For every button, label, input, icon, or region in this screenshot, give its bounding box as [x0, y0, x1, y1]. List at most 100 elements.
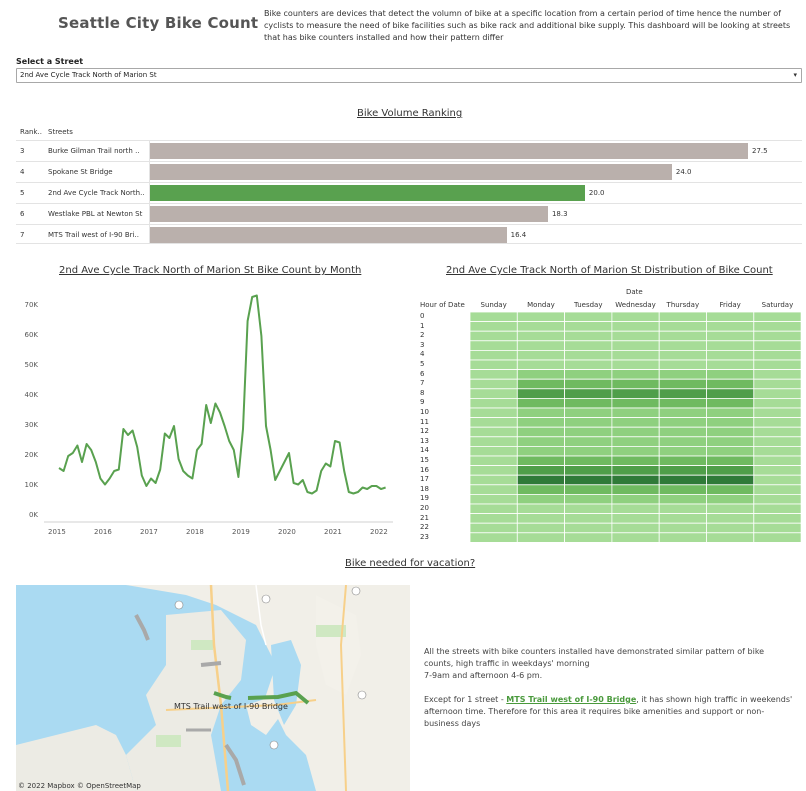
rank-value: 7	[20, 231, 25, 239]
heatmap-day-label: Tuesday	[574, 301, 603, 309]
heatmap-hour-label: 9	[420, 398, 425, 407]
x-tick-label: 2020	[278, 528, 296, 536]
rank-value: 3	[20, 147, 25, 155]
heatmap-row-header: Hour of Date	[420, 301, 465, 309]
map-graphic[interactable]	[16, 585, 410, 791]
x-tick-label: 2019	[232, 528, 250, 536]
volume-value: 24.0	[675, 168, 692, 176]
volume-value: 27.5	[752, 147, 768, 155]
x-tick-label: 2022	[370, 528, 388, 536]
volume-bar[interactable]	[150, 227, 507, 243]
y-tick-label: 40K	[24, 391, 39, 399]
volume-bar[interactable]	[150, 143, 748, 159]
y-tick-label: 10K	[24, 481, 39, 489]
heatmap-day-label: Sunday	[480, 301, 507, 309]
y-tick-label: 30K	[24, 421, 39, 429]
volume-value: 16.4	[510, 231, 527, 239]
street-name: Burke Gilman Trail north ..	[48, 147, 140, 155]
heatmap-day-label: Saturday	[761, 301, 794, 309]
street-name: Westlake PBL at Newton St	[48, 210, 143, 218]
ranking-row[interactable]: 3 Burke Gilman Trail north .. 27.5	[16, 140, 802, 161]
ranking-row[interactable]: 6 Westlake PBL at Newton St 18.3	[16, 203, 802, 224]
street-select[interactable]: 2nd Ave Cycle Track North of Marion St ▾	[16, 68, 802, 83]
heatmap-hour-label: 1	[420, 321, 425, 330]
volume-value: 20.0	[588, 189, 605, 197]
page-description: Bike counters are devices that detect th…	[264, 9, 791, 42]
heatmap-hour-label: 0	[420, 312, 425, 320]
heatmap-day-label: Friday	[719, 301, 741, 309]
note-text-1: All the streets with bike counters insta…	[424, 647, 765, 668]
y-tick-label: 20K	[24, 451, 39, 459]
heatmap-hour-label: 7	[420, 379, 425, 388]
ranking-bottom-rule	[16, 243, 802, 244]
heatmap-hour-label: 8	[420, 388, 425, 397]
volume-bar[interactable]	[150, 185, 585, 201]
ranking-divider	[149, 140, 150, 244]
heatmap-hour-label: 11	[420, 417, 429, 426]
street-name: 2nd Ave Cycle Track North..	[48, 189, 145, 197]
note-text-2-post: , it has shown high traffic in weekends'…	[424, 695, 793, 728]
heatmap-hour-label: 4	[420, 350, 425, 359]
street-filter-label: Select a Street	[16, 57, 84, 66]
rank-value: 4	[20, 168, 25, 176]
page-title: Seattle City Bike Count	[58, 14, 259, 32]
x-tick-label: 2016	[94, 528, 112, 536]
heatmap-date-label: Date	[626, 288, 643, 296]
heatmap-hour-label: 20	[420, 504, 429, 512]
vacation-title: Bike needed for vacation?	[345, 558, 476, 569]
street-name: MTS Trail west of I-90 Bri..	[48, 231, 139, 239]
x-tick-label: 2017	[140, 528, 158, 536]
rank-column-header[interactable]: Rank..	[20, 128, 42, 136]
note-text-2-pre: Except for 1 street -	[424, 695, 507, 704]
heatmap-hour-label: 18	[420, 484, 429, 493]
y-tick-label: 0K	[28, 511, 38, 519]
heatmap-hour-label: 22	[420, 523, 429, 532]
volume-bar[interactable]	[150, 164, 672, 180]
heatmap-hour-label: 15	[420, 456, 429, 464]
x-tick-label: 2021	[324, 528, 342, 536]
note-text-1b: 7-9am and afternoon 4-6 pm.	[424, 671, 543, 680]
chevron-down-icon[interactable]: ▾	[793, 71, 797, 79]
map[interactable]: MTS Trail west of I-90 Bridge	[16, 585, 410, 791]
vacation-note: All the streets with bike counters insta…	[424, 646, 794, 742]
volume-bar[interactable]	[150, 206, 548, 222]
y-tick-label: 70K	[24, 301, 39, 309]
y-tick-label: 50K	[24, 361, 39, 369]
heatmap-hour-label: 16	[420, 465, 429, 474]
ranking-title: Bike Volume Ranking	[357, 108, 463, 119]
map-marker-label: MTS Trail west of I-90 Bridge	[174, 702, 288, 711]
y-tick-label: 60K	[24, 331, 39, 339]
ranking-row[interactable]: 7 MTS Trail west of I-90 Bri.. 16.4	[16, 224, 802, 245]
x-tick-label: 2018	[186, 528, 204, 536]
line-chart-title: 2nd Ave Cycle Track North of Marion St B…	[59, 265, 362, 276]
bike-count-series-line	[58, 294, 386, 495]
ranking-row[interactable]: 4 Spokane St Bridge 24.0	[16, 161, 802, 182]
street-select-value: 2nd Ave Cycle Track North of Marion St	[20, 71, 157, 79]
street-column-header[interactable]: Streets	[48, 128, 73, 136]
heatmap-hour-label: 17	[420, 475, 429, 484]
heatmap-hour-label: 5	[420, 360, 425, 368]
heatmap-hour-label: 23	[420, 532, 429, 541]
heatmap-hour-label: 12	[420, 427, 429, 436]
ranking-row[interactable]: 5 2nd Ave Cycle Track North.. 20.0	[16, 182, 802, 203]
volume-value: 18.3	[551, 210, 568, 218]
heatmap-hour-label: 2	[420, 331, 425, 340]
heatmap-hour-label: 13	[420, 436, 429, 445]
note-paragraph-1: All the streets with bike counters insta…	[424, 646, 794, 682]
note-paragraph-2: Except for 1 street - MTS Trail west of …	[424, 694, 794, 730]
heatmap-hour-label: 10	[420, 408, 429, 416]
heatmap-day-label: Wednesday	[615, 301, 656, 309]
heatmap-day-label: Thursday	[666, 301, 700, 309]
rank-value: 6	[20, 210, 25, 218]
heatmap-hour-label: 21	[420, 513, 429, 522]
x-tick-label: 2015	[48, 528, 66, 536]
rank-value: 5	[20, 189, 25, 197]
heatmap-hour-label: 14	[420, 446, 429, 455]
heatmap-hour-label: 6	[420, 369, 425, 378]
mts-trail-link[interactable]: MTS Trail west of I-90 Bridge	[506, 695, 637, 704]
heatmap-title: 2nd Ave Cycle Track North of Marion St D…	[446, 265, 773, 276]
heatmap-hour-label: 19	[420, 494, 429, 503]
heatmap-hour-label: 3	[420, 340, 425, 349]
street-name: Spokane St Bridge	[48, 168, 113, 176]
